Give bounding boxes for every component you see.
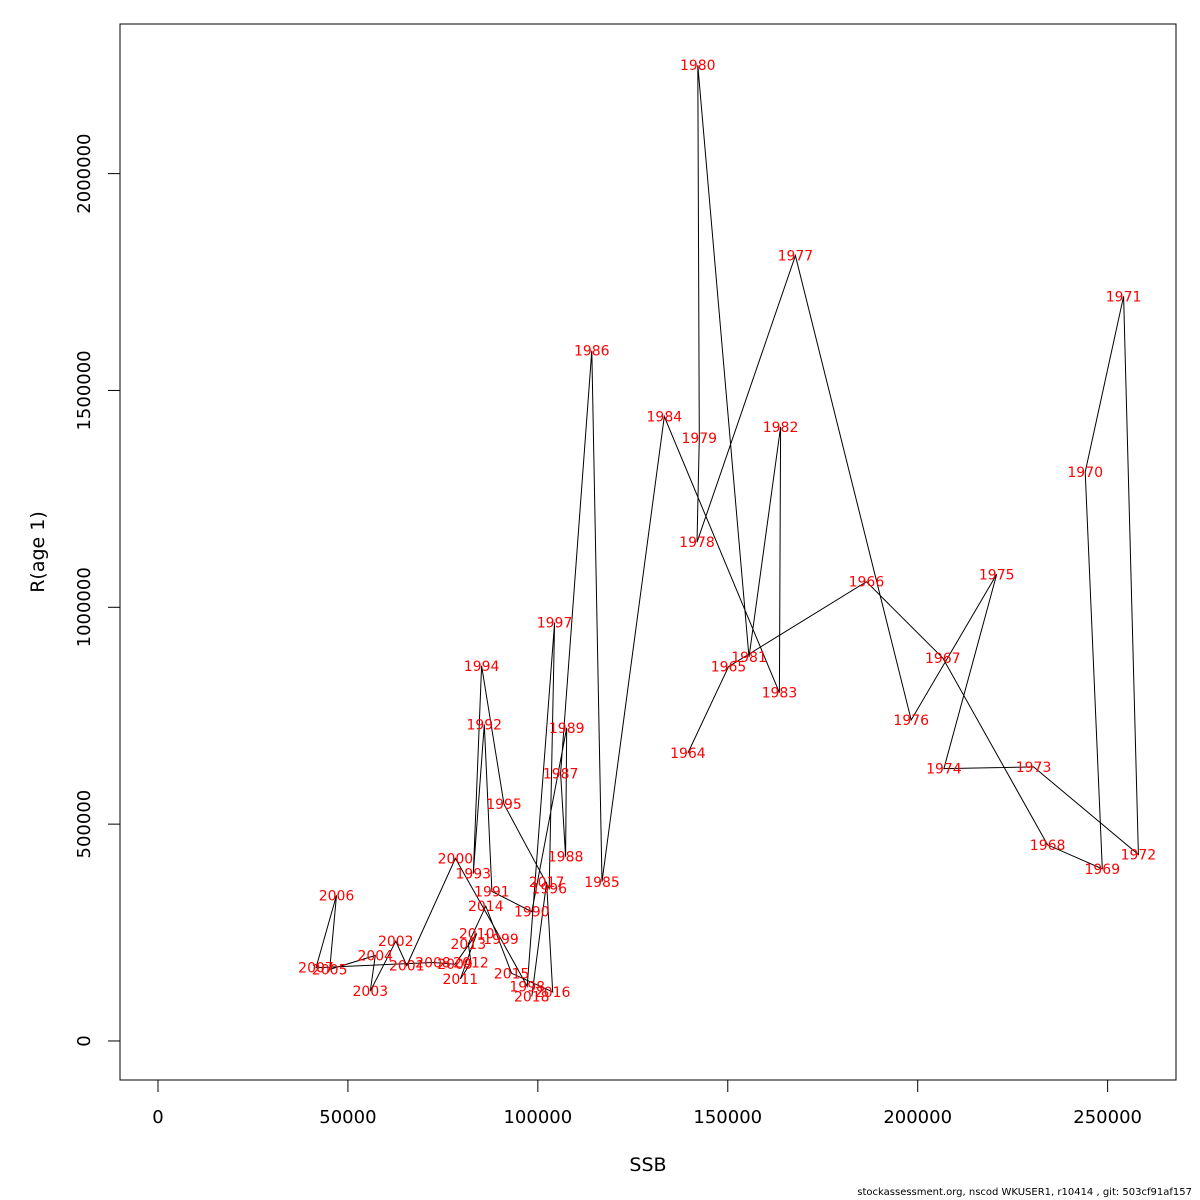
year-label-1974: 1974 bbox=[926, 762, 962, 778]
year-labels: 1964 1965 1966 1967 1968 1969 1970 1971 1972 1973… bbox=[298, 58, 1156, 1005]
y-tick-label: 2000000 bbox=[74, 134, 95, 214]
year-label-1976: 1976 bbox=[893, 713, 929, 729]
year-label-2006: 2006 bbox=[319, 888, 355, 904]
year-label-1999: 1999 bbox=[483, 932, 519, 948]
x-tick-label: 200000 bbox=[883, 1107, 952, 1128]
year-label-2002: 2002 bbox=[378, 934, 414, 950]
year-label-2017: 2017 bbox=[529, 875, 565, 891]
year-label-2004: 2004 bbox=[357, 949, 393, 965]
year-label-1969: 1969 bbox=[1084, 862, 1120, 878]
year-label-1995: 1995 bbox=[486, 797, 522, 813]
x-tick-label: 50000 bbox=[319, 1107, 376, 1128]
year-label-1989: 1989 bbox=[549, 721, 585, 737]
year-label-1971: 1971 bbox=[1106, 289, 1142, 305]
year-label-1987: 1987 bbox=[543, 766, 579, 782]
year-label-1965: 1965 bbox=[711, 660, 747, 676]
year-label-1981: 1981 bbox=[731, 650, 767, 666]
year-label-1966: 1966 bbox=[849, 575, 885, 591]
year-label-1970: 1970 bbox=[1067, 465, 1103, 481]
y-tick-label: 1500000 bbox=[74, 350, 95, 430]
year-label-2005: 2005 bbox=[312, 962, 348, 978]
x-tick-label: 100000 bbox=[503, 1107, 572, 1128]
x-tick-label: 150000 bbox=[693, 1107, 762, 1128]
year-label-1982: 1982 bbox=[763, 420, 799, 436]
year-label-1998: 1998 bbox=[509, 979, 545, 995]
year-label-1968: 1968 bbox=[1030, 838, 1066, 854]
year-label-2007: 2007 bbox=[298, 961, 334, 977]
year-label-2001: 2001 bbox=[389, 959, 425, 975]
year-label-2013: 2013 bbox=[451, 937, 487, 953]
year-label-2018: 2018 bbox=[514, 989, 550, 1005]
footer-credit: stockassessment.org, nscod WKUSER1, r104… bbox=[857, 1187, 1192, 1198]
x-tick-label: 250000 bbox=[1073, 1107, 1142, 1128]
year-label-2000: 2000 bbox=[438, 851, 474, 867]
year-label-2015: 2015 bbox=[494, 966, 530, 982]
year-label-1979: 1979 bbox=[681, 431, 717, 447]
year-label-2008: 2008 bbox=[415, 955, 451, 971]
year-label-2011: 2011 bbox=[443, 972, 479, 988]
year-label-1986: 1986 bbox=[574, 344, 610, 360]
y-axis-title: R(age 1) bbox=[27, 511, 49, 593]
year-label-1977: 1977 bbox=[778, 249, 814, 265]
y-tick-label: 0 bbox=[74, 1035, 95, 1046]
year-label-1994: 1994 bbox=[464, 659, 500, 675]
year-label-1978: 1978 bbox=[679, 535, 715, 551]
y-tick-label: 500000 bbox=[74, 790, 95, 859]
y-tick-label: 1000000 bbox=[74, 567, 95, 647]
year-label-1983: 1983 bbox=[762, 686, 798, 702]
year-label-1990: 1990 bbox=[514, 905, 550, 921]
year-label-1992: 1992 bbox=[466, 717, 502, 733]
x-axis-title: SSB bbox=[629, 1154, 666, 1176]
axes: 0 50000 100000 150000 200000 250000 0 500000 100… bbox=[74, 134, 1142, 1128]
year-label-2012: 2012 bbox=[453, 955, 489, 971]
plot-frame bbox=[119, 23, 1177, 1081]
year-label-1972: 1972 bbox=[1121, 847, 1157, 863]
year-label-1980: 1980 bbox=[680, 58, 716, 74]
year-label-2003: 2003 bbox=[353, 984, 389, 1000]
year-label-1985: 1985 bbox=[584, 875, 620, 891]
year-label-2010: 2010 bbox=[459, 926, 495, 942]
trajectory-line bbox=[315, 65, 1139, 997]
year-label-1984: 1984 bbox=[647, 409, 683, 425]
year-label-1964: 1964 bbox=[670, 746, 706, 762]
x-tick-label: 0 bbox=[152, 1107, 163, 1128]
year-label-1996: 1996 bbox=[531, 881, 567, 897]
year-label-1993: 1993 bbox=[455, 867, 491, 883]
year-label-1991: 1991 bbox=[474, 884, 510, 900]
year-label-2014: 2014 bbox=[468, 899, 504, 915]
year-label-2009: 2009 bbox=[437, 957, 473, 973]
year-label-1997: 1997 bbox=[537, 615, 573, 631]
year-label-1975: 1975 bbox=[979, 567, 1015, 583]
year-label-1967: 1967 bbox=[925, 651, 961, 667]
year-label-2016: 2016 bbox=[535, 985, 571, 1001]
year-label-1988: 1988 bbox=[548, 850, 584, 866]
year-label-1973: 1973 bbox=[1016, 760, 1052, 776]
